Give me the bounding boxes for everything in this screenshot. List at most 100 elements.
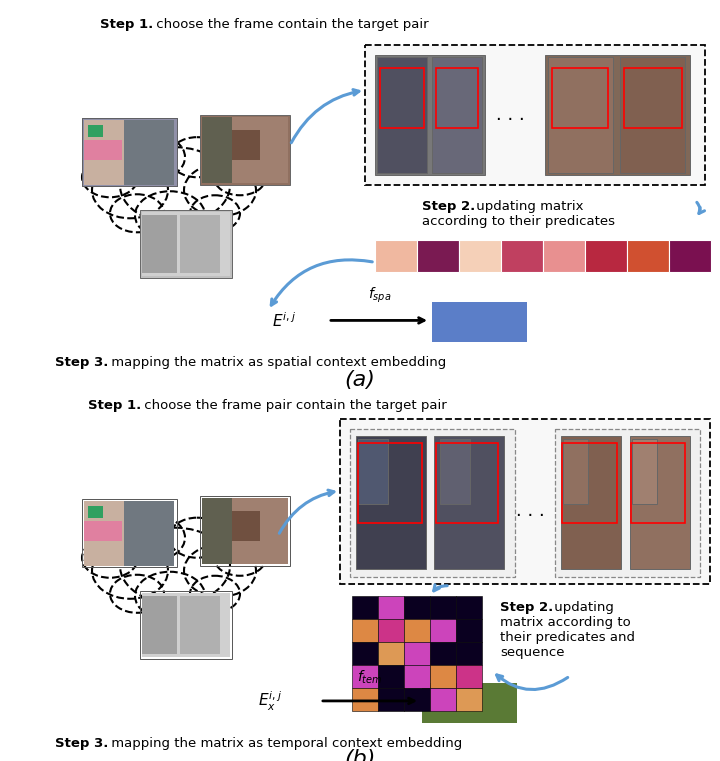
Text: (a): (a) bbox=[345, 371, 375, 390]
FancyBboxPatch shape bbox=[352, 642, 378, 665]
FancyBboxPatch shape bbox=[561, 435, 621, 568]
FancyBboxPatch shape bbox=[350, 428, 515, 577]
FancyBboxPatch shape bbox=[404, 642, 430, 665]
FancyBboxPatch shape bbox=[430, 642, 456, 665]
FancyBboxPatch shape bbox=[142, 593, 230, 657]
FancyBboxPatch shape bbox=[124, 501, 174, 565]
Text: $f_{spa}$: $f_{spa}$ bbox=[369, 286, 392, 305]
Text: updating: updating bbox=[550, 600, 614, 614]
FancyBboxPatch shape bbox=[84, 521, 122, 541]
FancyBboxPatch shape bbox=[84, 501, 124, 565]
FancyBboxPatch shape bbox=[82, 118, 177, 186]
FancyBboxPatch shape bbox=[352, 619, 378, 642]
FancyBboxPatch shape bbox=[422, 683, 517, 723]
Text: choose the frame pair contain the target pair: choose the frame pair contain the target… bbox=[140, 399, 446, 412]
FancyBboxPatch shape bbox=[142, 212, 230, 276]
FancyBboxPatch shape bbox=[88, 505, 103, 517]
Text: their predicates and: their predicates and bbox=[500, 631, 635, 644]
FancyBboxPatch shape bbox=[124, 120, 174, 185]
Text: Step 3.: Step 3. bbox=[55, 737, 109, 750]
FancyBboxPatch shape bbox=[404, 596, 430, 619]
FancyBboxPatch shape bbox=[88, 125, 103, 137]
FancyBboxPatch shape bbox=[456, 688, 482, 711]
FancyBboxPatch shape bbox=[84, 120, 124, 185]
FancyBboxPatch shape bbox=[432, 57, 482, 174]
Text: Step 3.: Step 3. bbox=[55, 356, 109, 370]
FancyBboxPatch shape bbox=[352, 596, 378, 619]
FancyBboxPatch shape bbox=[378, 642, 404, 665]
Text: $E^{i,j}$: $E^{i,j}$ bbox=[272, 311, 296, 330]
FancyBboxPatch shape bbox=[220, 130, 260, 161]
FancyBboxPatch shape bbox=[404, 619, 430, 642]
FancyBboxPatch shape bbox=[440, 438, 470, 504]
FancyBboxPatch shape bbox=[555, 428, 700, 577]
FancyBboxPatch shape bbox=[430, 619, 456, 642]
FancyBboxPatch shape bbox=[456, 596, 482, 619]
Text: mapping the matrix as spatial context embedding: mapping the matrix as spatial context em… bbox=[107, 356, 446, 370]
Text: according to their predicates: according to their predicates bbox=[422, 215, 615, 228]
FancyBboxPatch shape bbox=[632, 438, 657, 504]
FancyBboxPatch shape bbox=[202, 117, 232, 183]
FancyBboxPatch shape bbox=[627, 240, 669, 272]
FancyBboxPatch shape bbox=[378, 665, 404, 688]
FancyBboxPatch shape bbox=[140, 210, 232, 279]
FancyBboxPatch shape bbox=[358, 438, 388, 504]
FancyBboxPatch shape bbox=[430, 665, 456, 688]
FancyBboxPatch shape bbox=[202, 498, 232, 564]
FancyBboxPatch shape bbox=[377, 57, 427, 174]
FancyBboxPatch shape bbox=[548, 57, 613, 174]
Text: Step 2.: Step 2. bbox=[500, 600, 553, 614]
FancyBboxPatch shape bbox=[352, 665, 378, 688]
FancyBboxPatch shape bbox=[200, 115, 290, 185]
Text: $E_x^{i,j}$: $E_x^{i,j}$ bbox=[258, 689, 282, 712]
FancyBboxPatch shape bbox=[543, 240, 585, 272]
FancyBboxPatch shape bbox=[430, 688, 456, 711]
FancyBboxPatch shape bbox=[620, 57, 685, 174]
Text: . . .: . . . bbox=[516, 501, 544, 520]
FancyBboxPatch shape bbox=[404, 688, 430, 711]
FancyBboxPatch shape bbox=[378, 688, 404, 711]
FancyBboxPatch shape bbox=[180, 215, 220, 273]
FancyBboxPatch shape bbox=[545, 55, 690, 175]
FancyBboxPatch shape bbox=[456, 665, 482, 688]
FancyBboxPatch shape bbox=[375, 240, 417, 272]
Text: sequence: sequence bbox=[500, 646, 564, 659]
FancyBboxPatch shape bbox=[630, 435, 690, 568]
FancyBboxPatch shape bbox=[84, 140, 122, 161]
Text: Step 1.: Step 1. bbox=[100, 18, 153, 31]
FancyBboxPatch shape bbox=[220, 511, 260, 541]
FancyBboxPatch shape bbox=[585, 240, 627, 272]
FancyBboxPatch shape bbox=[82, 118, 177, 186]
FancyBboxPatch shape bbox=[459, 240, 501, 272]
Text: choose the frame contain the target pair: choose the frame contain the target pair bbox=[152, 18, 428, 31]
FancyBboxPatch shape bbox=[378, 619, 404, 642]
Text: mapping the matrix as temporal context embedding: mapping the matrix as temporal context e… bbox=[107, 737, 462, 750]
FancyBboxPatch shape bbox=[501, 240, 543, 272]
FancyBboxPatch shape bbox=[352, 688, 378, 711]
FancyBboxPatch shape bbox=[202, 498, 288, 564]
FancyBboxPatch shape bbox=[202, 117, 288, 183]
Text: $f_{tem}$: $f_{tem}$ bbox=[357, 668, 383, 686]
FancyBboxPatch shape bbox=[434, 435, 504, 568]
FancyBboxPatch shape bbox=[669, 240, 711, 272]
Text: . . .: . . . bbox=[495, 106, 524, 124]
FancyBboxPatch shape bbox=[563, 438, 588, 504]
FancyBboxPatch shape bbox=[378, 596, 404, 619]
FancyBboxPatch shape bbox=[456, 619, 482, 642]
FancyBboxPatch shape bbox=[417, 240, 459, 272]
FancyBboxPatch shape bbox=[432, 302, 527, 342]
FancyBboxPatch shape bbox=[356, 435, 426, 568]
FancyBboxPatch shape bbox=[456, 642, 482, 665]
FancyBboxPatch shape bbox=[404, 665, 430, 688]
Text: (b): (b) bbox=[344, 749, 376, 761]
Text: matrix according to: matrix according to bbox=[500, 616, 631, 629]
Text: Step 2.: Step 2. bbox=[422, 200, 475, 213]
FancyBboxPatch shape bbox=[340, 419, 710, 584]
FancyBboxPatch shape bbox=[365, 45, 705, 185]
FancyBboxPatch shape bbox=[430, 596, 456, 619]
FancyBboxPatch shape bbox=[142, 596, 177, 654]
Text: updating matrix: updating matrix bbox=[472, 200, 583, 213]
FancyBboxPatch shape bbox=[375, 55, 485, 175]
Text: Step 1.: Step 1. bbox=[88, 399, 141, 412]
FancyBboxPatch shape bbox=[180, 596, 220, 654]
